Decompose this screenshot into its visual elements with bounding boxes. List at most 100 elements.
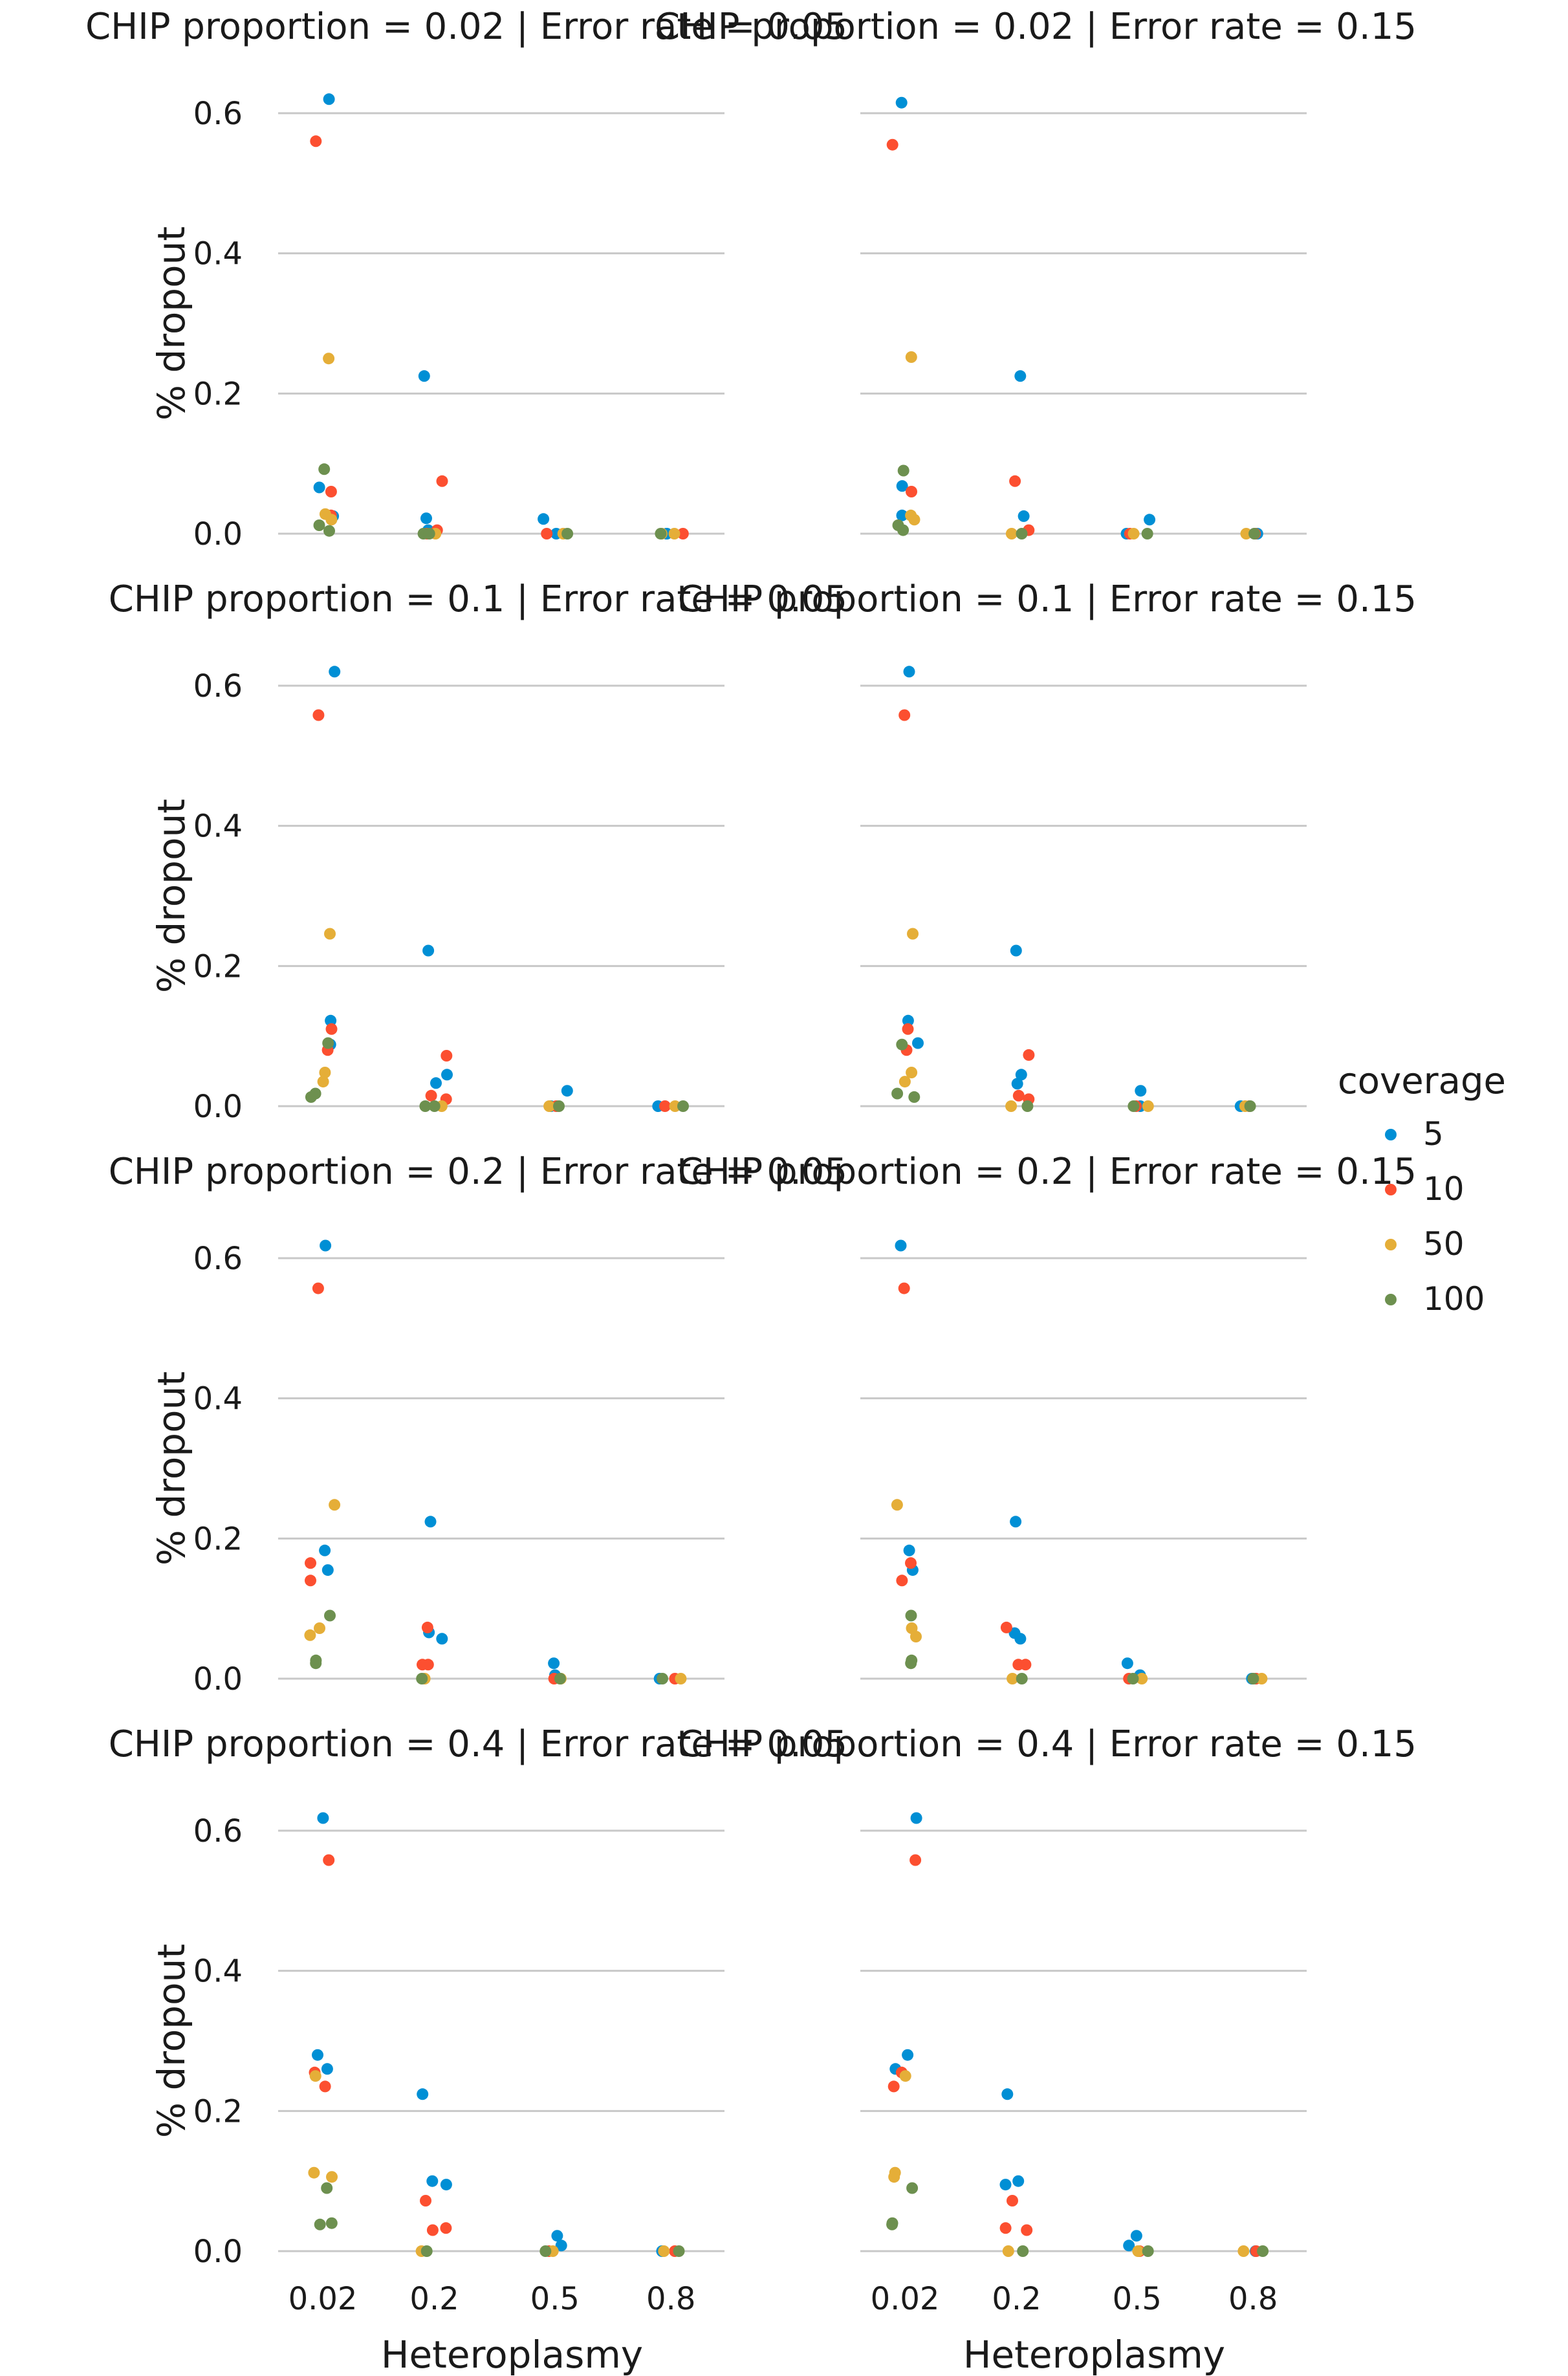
data-point bbox=[436, 475, 448, 487]
data-point bbox=[1142, 2245, 1154, 2257]
data-point bbox=[1015, 1069, 1027, 1081]
data-point bbox=[323, 93, 335, 105]
data-point bbox=[420, 2195, 431, 2207]
data-point bbox=[329, 1499, 341, 1511]
data-point bbox=[317, 1812, 329, 1824]
data-point bbox=[1127, 1100, 1140, 1112]
data-point bbox=[305, 1575, 316, 1587]
panel-title: CHIP proportion = 0.1 | Error rate = 0.1… bbox=[678, 578, 1417, 620]
data-point bbox=[1009, 475, 1021, 487]
y-tick-label: 0.4 bbox=[193, 236, 243, 272]
y-tick-label: 0.2 bbox=[193, 1521, 243, 1557]
data-point bbox=[1016, 528, 1028, 540]
y-axis-label: % dropout bbox=[149, 226, 193, 420]
panel-title: CHIP proportion = 0.4 | Error rate = 0.1… bbox=[678, 1723, 1417, 1765]
data-point bbox=[325, 514, 338, 526]
data-point bbox=[1136, 1673, 1148, 1684]
data-point bbox=[314, 1622, 325, 1634]
data-point bbox=[999, 2222, 1012, 2234]
data-point bbox=[310, 1657, 322, 1670]
data-point bbox=[305, 1557, 316, 1569]
data-point bbox=[1256, 1673, 1268, 1684]
data-point bbox=[555, 2240, 567, 2252]
data-point bbox=[903, 666, 915, 678]
data-point bbox=[1017, 2245, 1029, 2257]
data-point bbox=[905, 351, 917, 363]
y-tick-label: 0.6 bbox=[193, 668, 243, 704]
data-point bbox=[897, 464, 909, 477]
data-point bbox=[551, 2230, 563, 2242]
data-point bbox=[418, 370, 430, 382]
data-point bbox=[314, 2218, 326, 2230]
data-point bbox=[1018, 510, 1030, 522]
data-point bbox=[655, 528, 667, 540]
data-point bbox=[1014, 370, 1027, 382]
data-point bbox=[312, 709, 325, 721]
data-point bbox=[657, 1673, 668, 1684]
legend-label: 10 bbox=[1423, 1170, 1465, 1208]
data-point bbox=[426, 2175, 439, 2187]
data-point bbox=[321, 1564, 334, 1576]
data-point bbox=[910, 1631, 922, 1642]
y-tick-label: 0.4 bbox=[193, 1381, 243, 1417]
data-point bbox=[905, 1657, 917, 1670]
y-tick-label: 0.0 bbox=[193, 2234, 243, 2270]
data-point bbox=[441, 1069, 453, 1081]
data-point bbox=[1010, 1516, 1022, 1528]
data-point bbox=[677, 1100, 689, 1112]
data-point bbox=[1132, 2245, 1144, 2257]
data-point bbox=[310, 135, 322, 147]
legend-marker bbox=[1385, 1129, 1397, 1140]
data-point bbox=[1005, 1100, 1018, 1112]
facet-panel: CHIP proportion = 0.02 | Error rate = 0.… bbox=[655, 6, 1417, 540]
facet-panel: CHIP proportion = 0.2 | Error rate = 0.0… bbox=[109, 1151, 847, 1697]
data-point bbox=[888, 2171, 900, 2183]
panels: CHIP proportion = 0.02 | Error rate = 0.… bbox=[85, 6, 1417, 2376]
data-point bbox=[891, 1499, 903, 1511]
data-point bbox=[420, 512, 432, 525]
facet-panel: CHIP proportion = 0.1 | Error rate = 0.1… bbox=[678, 578, 1417, 1112]
data-point bbox=[1011, 1078, 1023, 1090]
panel-title: CHIP proportion = 0.02 | Error rate = 0.… bbox=[655, 6, 1417, 48]
data-point bbox=[668, 528, 681, 540]
data-point bbox=[426, 2224, 439, 2236]
data-point bbox=[909, 1854, 922, 1866]
x-tick-label: 0.5 bbox=[1113, 2281, 1162, 2317]
data-point bbox=[325, 486, 337, 497]
data-point bbox=[326, 2171, 338, 2183]
data-point bbox=[318, 463, 331, 475]
x-tick-label: 0.02 bbox=[871, 2281, 940, 2317]
data-point bbox=[1257, 2245, 1269, 2257]
facet-panel: CHIP proportion = 0.4 | Error rate = 0.0… bbox=[109, 1723, 847, 2376]
data-point bbox=[658, 2245, 670, 2257]
data-point bbox=[1007, 1673, 1019, 1684]
data-point bbox=[897, 524, 909, 536]
data-point bbox=[1141, 528, 1153, 540]
data-point bbox=[905, 1557, 917, 1569]
data-point bbox=[417, 1659, 428, 1671]
data-point bbox=[319, 1067, 331, 1078]
y-tick-label: 0.6 bbox=[193, 1241, 243, 1277]
data-point bbox=[1021, 1100, 1034, 1112]
x-axis-label: Heteroplasmy bbox=[381, 2333, 643, 2376]
panel-title: CHIP proportion = 0.4 | Error rate = 0.0… bbox=[109, 1723, 847, 1765]
y-axis-label: % dropout bbox=[149, 1371, 193, 1565]
data-point bbox=[313, 519, 325, 531]
y-tick-label: 0.4 bbox=[193, 1954, 243, 1990]
y-tick-label: 0.6 bbox=[193, 96, 243, 132]
y-axis-label: % dropout bbox=[149, 1944, 193, 2138]
data-point bbox=[1010, 944, 1022, 957]
data-point bbox=[906, 1067, 918, 1078]
facet-panel: CHIP proportion = 0.2 | Error rate = 0.1… bbox=[678, 1151, 1417, 1684]
data-point bbox=[1123, 2240, 1135, 2252]
data-point bbox=[896, 1038, 908, 1051]
data-point bbox=[420, 2245, 433, 2257]
facet-panel: CHIP proportion = 0.02 | Error rate = 0.… bbox=[85, 6, 847, 552]
x-tick-label: 0.5 bbox=[530, 2281, 580, 2317]
data-point bbox=[312, 1282, 324, 1294]
data-point bbox=[669, 1100, 681, 1112]
data-point bbox=[1244, 1100, 1256, 1112]
data-point bbox=[1016, 1673, 1028, 1684]
data-point bbox=[886, 138, 898, 151]
data-point bbox=[422, 944, 435, 957]
